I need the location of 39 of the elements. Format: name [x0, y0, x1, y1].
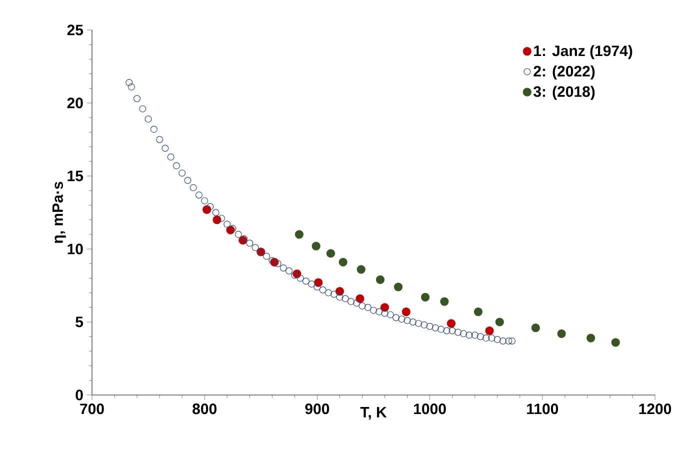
point [294, 230, 304, 239]
point [338, 258, 348, 266]
x-tick-label: 1200 [639, 404, 672, 414]
y-tick-label: 25 [67, 24, 84, 36]
point [356, 294, 364, 303]
point [380, 303, 390, 312]
point [557, 329, 566, 338]
point [202, 205, 212, 214]
x-axis-title: T, K [360, 407, 387, 420]
point [312, 242, 320, 250]
x-tick-label: 800 [192, 404, 216, 414]
y-axis-title: η, mPa·s [52, 182, 66, 243]
y-tick-label: 5 [76, 316, 84, 328]
legend-label: 2: (2022) [534, 66, 595, 80]
point [212, 216, 222, 224]
y-tick-label: 15 [68, 170, 84, 182]
y-tick-label: 10 [68, 244, 83, 254]
point [326, 249, 336, 258]
point [474, 307, 483, 316]
point [531, 324, 540, 332]
point [446, 319, 456, 328]
x-tick-label: 1100 [527, 404, 558, 414]
point [356, 265, 366, 274]
point [421, 292, 430, 302]
x-tick-label: 700 [80, 404, 104, 414]
point [586, 334, 596, 342]
x-tick-label: 1000 [414, 404, 446, 414]
point [611, 338, 620, 347]
point [495, 318, 504, 326]
point [394, 282, 403, 292]
y-tick-label: 20 [67, 98, 83, 108]
point [440, 297, 449, 306]
point [402, 307, 410, 316]
legend-label: 3: (2018) [534, 86, 595, 100]
legend-label: 1: Janz (1974) [534, 45, 632, 60]
x-tick-label: 900 [305, 404, 330, 414]
y-tick-label: 0 [76, 390, 83, 400]
point [376, 275, 385, 284]
point [485, 326, 494, 336]
